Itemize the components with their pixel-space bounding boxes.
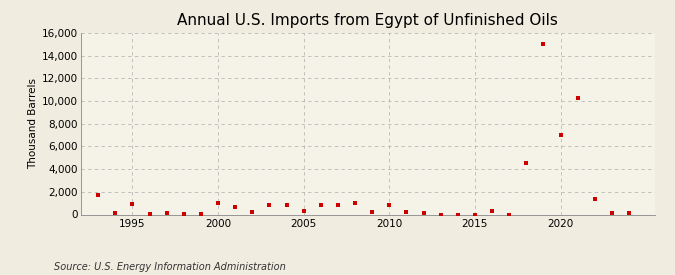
Point [418, 211, 429, 216]
Point [521, 161, 532, 166]
Point [161, 211, 172, 216]
Point [333, 203, 344, 208]
Point [572, 95, 583, 100]
Point [315, 203, 326, 208]
Y-axis label: Thousand Barrels: Thousand Barrels [28, 78, 38, 169]
Point [487, 209, 497, 213]
Point [624, 211, 634, 216]
Point [230, 205, 240, 209]
Point [589, 196, 600, 201]
Point [92, 193, 103, 197]
Title: Annual U.S. Imports from Egypt of Unfinished Oils: Annual U.S. Imports from Egypt of Unfini… [178, 13, 558, 28]
Point [196, 212, 207, 216]
Point [452, 212, 463, 217]
Point [367, 210, 377, 214]
Point [264, 203, 275, 208]
Point [298, 209, 309, 213]
Point [127, 202, 138, 207]
Point [178, 212, 189, 216]
Point [607, 211, 618, 216]
Point [350, 201, 360, 205]
Point [435, 212, 446, 217]
Point [247, 210, 258, 214]
Point [384, 203, 395, 208]
Point [281, 203, 292, 208]
Point [401, 210, 412, 214]
Text: Source: U.S. Energy Information Administration: Source: U.S. Energy Information Administ… [54, 262, 286, 272]
Point [555, 133, 566, 137]
Point [213, 201, 223, 205]
Point [504, 212, 514, 217]
Point [538, 42, 549, 46]
Point [144, 212, 155, 216]
Point [470, 212, 481, 217]
Point [110, 211, 121, 216]
